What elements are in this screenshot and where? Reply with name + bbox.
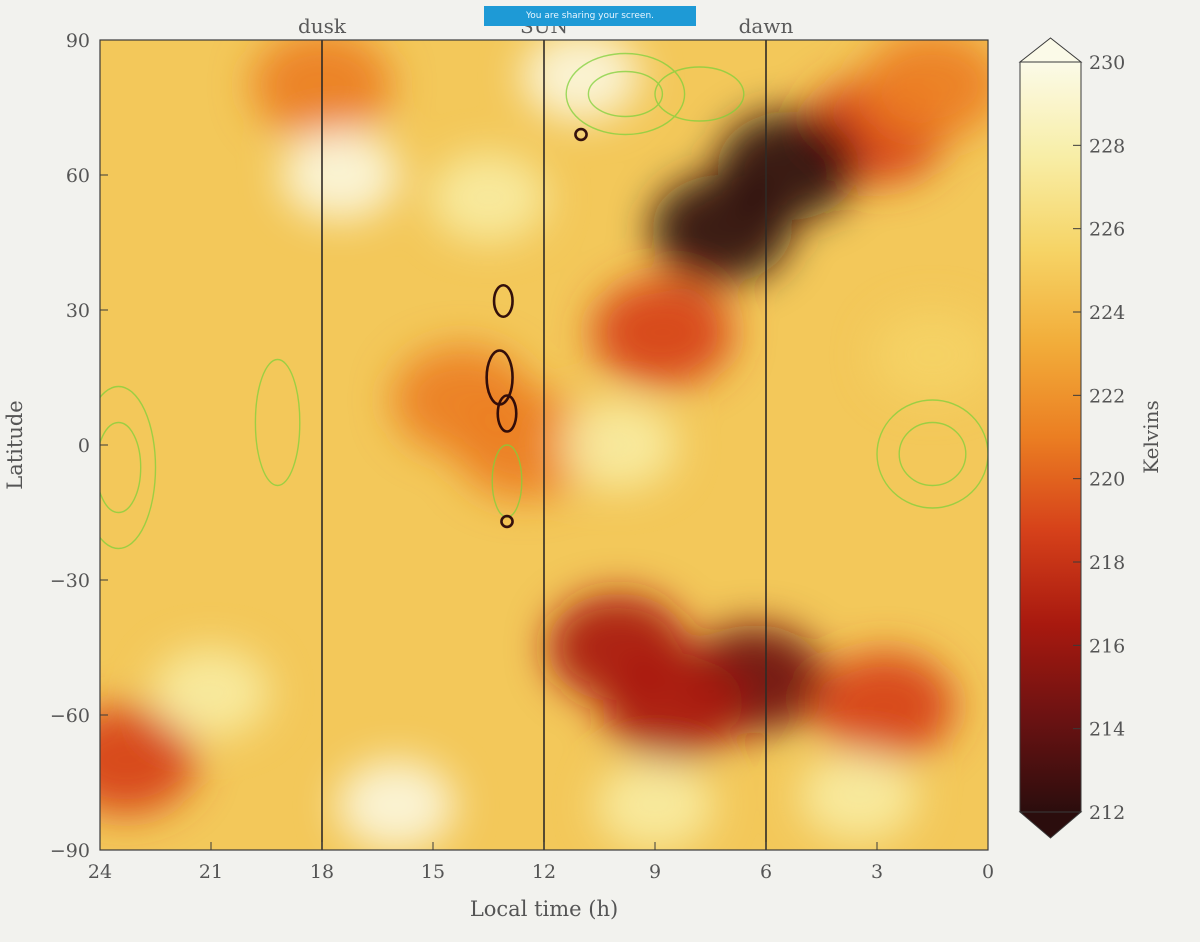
x-axis-label: Local time (h) <box>470 897 618 921</box>
contour-0-1 <box>587 70 664 118</box>
x-tick-label: 9 <box>649 861 661 883</box>
x-tick-label: 3 <box>871 861 883 883</box>
temperature-feature-5 <box>455 391 596 499</box>
x-tick-label: 24 <box>88 861 112 883</box>
temperature-feature-8 <box>603 652 744 760</box>
heatmap-blobs <box>100 40 988 850</box>
temperature-feature-17 <box>595 760 715 850</box>
colorbar-extend-max <box>1018 37 1083 63</box>
colorbar-tick-label: 220 <box>1089 469 1125 491</box>
colorbar-tick-label: 212 <box>1089 802 1125 824</box>
y-tick-label: −90 <box>50 840 90 862</box>
y-tick-label: 90 <box>66 30 90 52</box>
colorbar-tick-label: 224 <box>1089 302 1125 324</box>
contour-0-4 <box>100 421 142 514</box>
temperature-feature-9 <box>814 652 955 760</box>
contour-1-2 <box>496 394 518 433</box>
colorbar-extend-min <box>1018 811 1083 839</box>
y-tick-label: 0 <box>78 435 90 457</box>
heatmap-field <box>100 40 988 850</box>
x-tick-label: 15 <box>421 861 445 883</box>
y-tick-label: −30 <box>50 570 90 592</box>
colorbar-body <box>1020 62 1081 812</box>
contour-0-6 <box>898 421 967 487</box>
x-tick-label: 6 <box>760 861 772 883</box>
y-axis-label: Latitude <box>3 400 27 489</box>
temperature-feature-14 <box>429 152 548 243</box>
temperature-feature-3 <box>592 278 733 387</box>
temperature-feature-2 <box>651 175 792 283</box>
x-tick-label: 0 <box>982 861 994 883</box>
colorbar-tick-label: 228 <box>1089 135 1125 157</box>
x-tick-label: 18 <box>310 861 334 883</box>
temperature-feature-18 <box>799 751 918 841</box>
contour-1-3 <box>500 514 514 529</box>
colorbar-frame <box>1019 61 1082 813</box>
screen-share-banner[interactable]: You are sharing your screen. <box>484 6 696 26</box>
marker-label-dawn: dawn <box>739 14 794 38</box>
temperature-feature-16 <box>336 760 456 850</box>
marker-label-dusk: dusk <box>298 14 347 38</box>
y-tick-label: 30 <box>66 300 90 322</box>
colorbar-tick-label: 216 <box>1089 635 1125 657</box>
contour-1-4 <box>574 127 588 142</box>
colorbar-tick-label: 222 <box>1089 385 1125 407</box>
temperature-feature-15 <box>521 40 641 121</box>
contour-1-0 <box>492 283 514 319</box>
y-tick-label: −60 <box>50 705 90 727</box>
x-tick-label: 21 <box>199 861 223 883</box>
colorbar-tick-label: 214 <box>1089 719 1125 741</box>
colorbar-label: Kelvins <box>1139 400 1163 473</box>
contour-0-5 <box>876 399 988 509</box>
colorbar-tick-label: 218 <box>1089 552 1125 574</box>
contour-0-0 <box>565 52 686 136</box>
temperature-feature-12 <box>862 40 988 139</box>
temperature-feature-20 <box>558 400 678 490</box>
temperature-feature-19 <box>151 647 271 738</box>
colorbar-tick-label: 230 <box>1089 52 1125 74</box>
contour-0-2 <box>654 66 745 122</box>
temperature-feature-10 <box>100 706 197 814</box>
contour-series-1 <box>485 127 588 529</box>
x-tick-label: 12 <box>532 861 556 883</box>
temperature-feature-21 <box>873 310 988 400</box>
temperature-feature-13 <box>281 130 400 220</box>
contour-series-0 <box>100 52 988 550</box>
contour-0-8 <box>254 358 301 487</box>
y-tick-label: 60 <box>66 165 90 187</box>
contour-0-3 <box>100 385 157 550</box>
colorbar-tick-label: 226 <box>1089 219 1125 241</box>
